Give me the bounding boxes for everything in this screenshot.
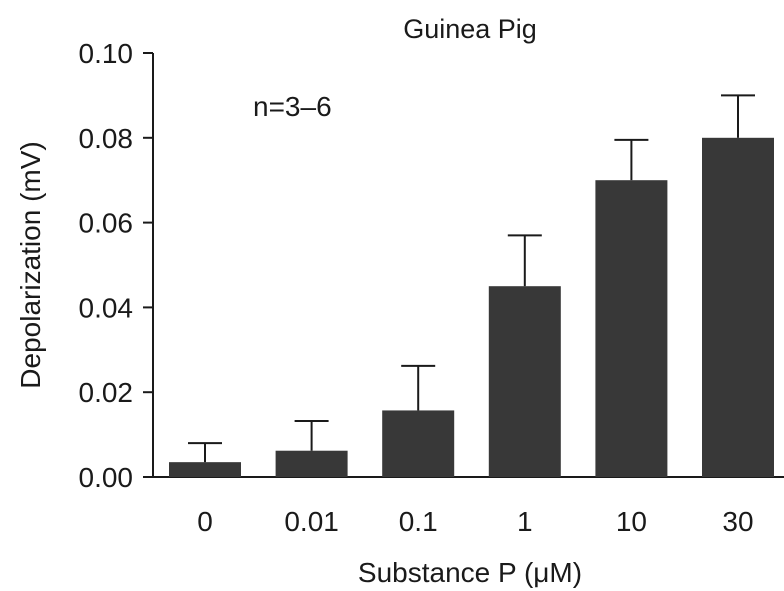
y-tick-label: 0.10 [79, 38, 134, 69]
sample-size-annotation: n=3–6 [253, 91, 332, 122]
y-ticks: 0.00 0.02 0.04 0.06 0.08 0.10 [79, 38, 153, 493]
x-ticks: 0 0.01 0.1 1 10 30 [197, 506, 753, 537]
y-tick-label: 0.08 [79, 123, 134, 154]
error-bars [188, 94, 755, 463]
bars [169, 137, 774, 478]
y-tick-label: 0.00 [79, 462, 134, 493]
bar [275, 450, 348, 477]
bar [702, 137, 774, 478]
x-tick-label: 1 [517, 506, 533, 537]
chart-title: Guinea Pig [403, 14, 537, 44]
bar [382, 410, 455, 477]
y-tick-label: 0.04 [79, 292, 134, 323]
x-tick-label: 0 [197, 506, 213, 537]
x-tick-label: 10 [616, 506, 647, 537]
x-tick-label: 0.1 [399, 506, 438, 537]
y-tick-label: 0.06 [79, 208, 134, 239]
y-tick-label: 0.02 [79, 377, 134, 408]
bar [595, 180, 668, 477]
y-axis-label: Depolarization (mV) [15, 141, 46, 388]
bar [169, 462, 241, 477]
bar [488, 286, 561, 477]
x-tick-label: 0.01 [284, 506, 339, 537]
x-axis-label: Substance P (μM) [358, 557, 582, 588]
x-tick-label: 30 [722, 506, 753, 537]
